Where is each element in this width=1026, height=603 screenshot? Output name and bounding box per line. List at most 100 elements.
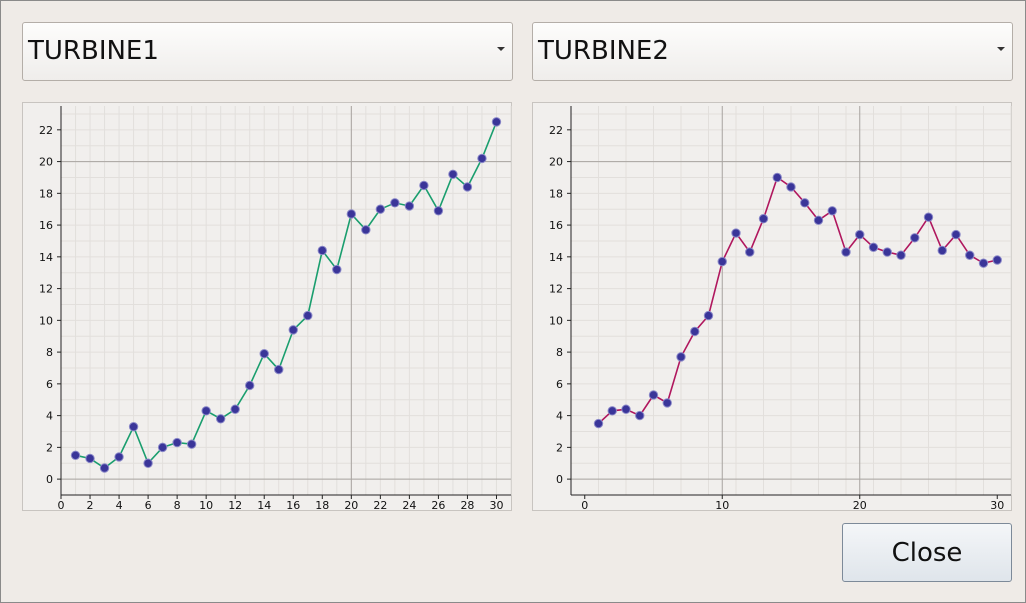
data-point bbox=[143, 458, 153, 468]
x-tick-label: 22 bbox=[373, 499, 387, 512]
data-point bbox=[259, 348, 269, 359]
data-point bbox=[868, 242, 879, 253]
data-point bbox=[317, 245, 327, 256]
x-tick-label: 20 bbox=[344, 499, 358, 512]
data-point bbox=[800, 198, 810, 208]
combo-selected-text: TURBINE1 bbox=[28, 36, 159, 66]
data-point bbox=[937, 245, 947, 256]
x-tick-label: 10 bbox=[199, 499, 213, 512]
y-tick-label: 2 bbox=[46, 441, 53, 454]
data-point bbox=[676, 352, 686, 362]
x-tick-label: 24 bbox=[402, 499, 416, 512]
data-point bbox=[230, 404, 240, 414]
x-tick-label: 14 bbox=[257, 499, 271, 512]
data-point bbox=[346, 209, 357, 219]
x-tick-label: 30 bbox=[489, 499, 503, 512]
x-tick-label: 16 bbox=[286, 499, 300, 512]
y-tick-label: 16 bbox=[549, 219, 563, 232]
y-tick-label: 8 bbox=[46, 346, 53, 359]
y-tick-label: 6 bbox=[46, 378, 53, 391]
combo-selected-text: TURBINE2 bbox=[538, 36, 669, 66]
data-point bbox=[215, 414, 226, 424]
data-point bbox=[690, 326, 700, 337]
y-tick-label: 14 bbox=[39, 251, 53, 264]
data-point bbox=[841, 247, 851, 257]
data-point bbox=[731, 228, 741, 238]
data-point bbox=[635, 410, 645, 421]
data-point bbox=[157, 442, 168, 453]
x-tick-label: 20 bbox=[853, 499, 867, 512]
data-point bbox=[593, 418, 604, 429]
chevron-down-icon bbox=[497, 47, 505, 51]
data-point bbox=[607, 406, 617, 416]
data-point bbox=[662, 398, 672, 408]
y-tick-label: 4 bbox=[46, 410, 53, 423]
y-tick-label: 0 bbox=[46, 473, 53, 486]
x-tick-label: 4 bbox=[116, 499, 123, 512]
data-point bbox=[786, 182, 796, 192]
data-point bbox=[375, 204, 386, 214]
data-point bbox=[758, 214, 769, 224]
x-tick-label: 28 bbox=[460, 499, 474, 512]
x-tick-label: 8 bbox=[174, 499, 181, 512]
data-point bbox=[70, 450, 81, 461]
close-button[interactable]: Close bbox=[842, 523, 1012, 582]
data-point bbox=[114, 452, 124, 462]
turbine1-combobox[interactable]: TURBINE1 bbox=[22, 22, 513, 81]
turbine1-chart: 0 2 4 6 8 10 12 14 16 18 20 22 0 2 4 6 8 10 12 14 16 18 20 22 24… bbox=[22, 102, 512, 512]
data-point bbox=[303, 310, 313, 321]
data-point bbox=[462, 182, 473, 192]
y-tick-label: 20 bbox=[549, 156, 563, 169]
data-point bbox=[419, 180, 429, 191]
data-point bbox=[992, 255, 1002, 265]
data-point bbox=[896, 250, 906, 260]
x-tick-label: 12 bbox=[228, 499, 242, 512]
x-tick-label: 10 bbox=[715, 499, 729, 512]
y-tick-label: 10 bbox=[39, 314, 53, 327]
data-point bbox=[245, 380, 255, 391]
data-point bbox=[390, 198, 400, 208]
data-point bbox=[128, 422, 139, 432]
y-tick-label: 10 bbox=[549, 314, 563, 327]
y-tick-label: 20 bbox=[39, 156, 53, 169]
x-tick-label: 0 bbox=[58, 499, 65, 512]
data-point bbox=[882, 247, 892, 257]
data-point bbox=[827, 206, 837, 216]
data-point bbox=[648, 390, 659, 400]
data-point bbox=[621, 404, 631, 414]
data-point bbox=[288, 325, 298, 335]
data-point bbox=[404, 201, 415, 211]
y-tick-label: 18 bbox=[39, 187, 53, 200]
data-point bbox=[85, 453, 95, 464]
data-point bbox=[491, 117, 502, 127]
data-point bbox=[745, 247, 755, 257]
x-tick-label: 0 bbox=[581, 499, 588, 512]
data-point bbox=[433, 206, 444, 216]
data-point bbox=[703, 310, 714, 321]
data-point bbox=[477, 153, 487, 164]
y-tick-label: 8 bbox=[556, 346, 563, 359]
data-point bbox=[910, 233, 920, 243]
y-tick-label: 16 bbox=[39, 219, 53, 232]
data-point bbox=[923, 212, 934, 222]
y-tick-label: 4 bbox=[556, 410, 563, 423]
x-tick-label: 30 bbox=[990, 499, 1004, 512]
data-point bbox=[172, 437, 182, 448]
y-tick-label: 22 bbox=[39, 124, 53, 137]
data-point bbox=[772, 172, 782, 183]
data-point bbox=[361, 225, 371, 235]
data-point bbox=[186, 439, 197, 449]
data-point bbox=[201, 406, 211, 416]
data-point bbox=[332, 264, 342, 275]
data-point bbox=[978, 258, 989, 268]
series-line bbox=[75, 121, 498, 469]
y-tick-label: 18 bbox=[549, 187, 563, 200]
turbine2-chart-svg: 0 2 4 6 8 10 12 14 16 18 20 22 0 10 20 30 bbox=[549, 106, 1012, 512]
x-tick-label: 18 bbox=[315, 499, 329, 512]
x-tick-label: 26 bbox=[431, 499, 445, 512]
turbine2-chart: 0 2 4 6 8 10 12 14 16 18 20 22 0 10 20 30 bbox=[532, 102, 1012, 512]
turbine2-combobox[interactable]: TURBINE2 bbox=[532, 22, 1013, 81]
y-tick-label: 14 bbox=[549, 251, 563, 264]
